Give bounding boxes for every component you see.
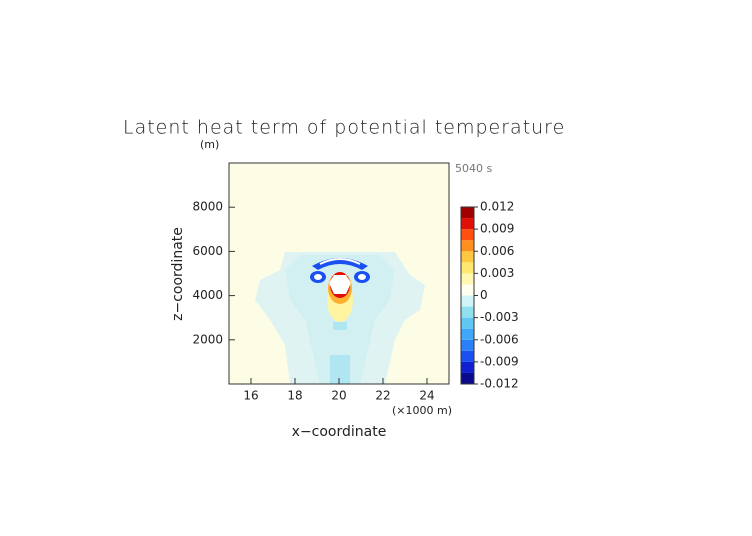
colorbar-tick-label: 0.009 — [480, 222, 514, 236]
field-region — [330, 355, 350, 384]
colorbar-band — [461, 306, 474, 318]
colorbar-tick-label: 0.003 — [480, 266, 514, 280]
colorbar-tick-label: -0.012 — [480, 377, 519, 391]
x-tick-label: 16 — [243, 389, 258, 403]
time-label: 5040 s — [455, 162, 492, 175]
x-unit: (×1000 m) — [392, 404, 452, 417]
x-tick-label: 22 — [375, 389, 390, 403]
x-axis-label: x−coordinate — [292, 424, 387, 440]
colorbar-tick-label: 0.012 — [480, 200, 514, 214]
y-unit: (m) — [200, 138, 219, 151]
colorbar-band — [461, 372, 474, 384]
colorbar-tick-label: 0.006 — [480, 244, 514, 258]
field-region — [333, 322, 347, 330]
field-region — [329, 275, 351, 294]
x-tick-label: 20 — [331, 389, 346, 403]
colorbar-band — [461, 339, 474, 351]
y-tick-label: 2000 — [192, 332, 223, 346]
field-region — [319, 258, 361, 265]
colorbar-band — [461, 218, 474, 230]
field-region — [358, 274, 366, 280]
y-tick-label: 6000 — [192, 244, 223, 258]
colorbar-band — [461, 284, 474, 296]
field — [228, 162, 450, 385]
x-tick-label: 24 — [419, 389, 434, 403]
colorbar-band — [461, 273, 474, 285]
colorbar-tick-label: 0 — [480, 288, 488, 302]
x-tick-label: 18 — [287, 389, 302, 403]
colorbar-band — [461, 240, 474, 252]
colorbar-band — [461, 350, 474, 362]
y-tick-label: 4000 — [192, 288, 223, 302]
colorbar-band — [461, 317, 474, 329]
colorbar-tick-label: -0.006 — [480, 332, 519, 346]
y-tick-label: 8000 — [192, 200, 223, 214]
colorbar-band — [461, 295, 474, 307]
colorbar-band — [461, 251, 474, 263]
colorbar-tick-label: -0.009 — [480, 354, 519, 368]
colorbar-band — [461, 229, 474, 241]
colorbar-band — [461, 328, 474, 340]
colorbar-tick-label: -0.003 — [480, 310, 519, 324]
field-region — [314, 274, 322, 280]
y-axis-label: z−coordinate — [170, 227, 186, 321]
colorbar-band — [461, 361, 474, 373]
chart-title: Latent heat term of potential temperatur… — [123, 117, 565, 139]
colorbar-band — [461, 207, 474, 219]
colorbar-band — [461, 262, 474, 274]
